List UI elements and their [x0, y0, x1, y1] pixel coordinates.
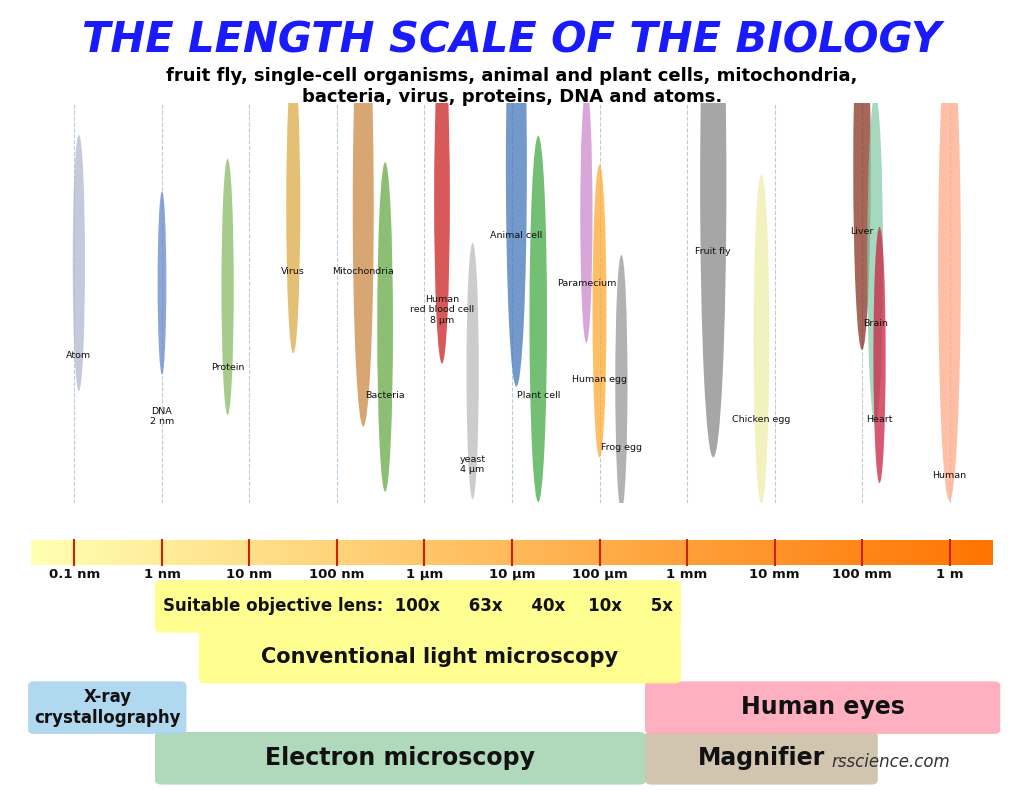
Text: Plant cell: Plant cell: [516, 391, 560, 400]
FancyBboxPatch shape: [28, 681, 186, 734]
Text: Fruit fly: Fruit fly: [695, 247, 731, 256]
Text: 1 nm: 1 nm: [143, 568, 180, 581]
Text: Conventional light microscopy: Conventional light microscopy: [261, 646, 618, 667]
Text: Atom: Atom: [67, 351, 91, 360]
Text: 10 mm: 10 mm: [750, 568, 800, 581]
Text: Virus: Virus: [282, 267, 305, 276]
Text: Bacteria: Bacteria: [366, 391, 404, 400]
Text: Protein: Protein: [211, 363, 245, 372]
Text: Mitochondria: Mitochondria: [333, 267, 394, 276]
FancyBboxPatch shape: [155, 732, 646, 785]
Ellipse shape: [221, 159, 233, 415]
Ellipse shape: [529, 136, 547, 502]
FancyBboxPatch shape: [645, 681, 1000, 734]
Ellipse shape: [287, 60, 300, 354]
Text: 10 μm: 10 μm: [488, 568, 536, 581]
Ellipse shape: [434, 34, 450, 364]
Ellipse shape: [867, 94, 883, 424]
Text: 10 nm: 10 nm: [226, 568, 272, 581]
Text: yeast
4 μm: yeast 4 μm: [460, 455, 485, 475]
Text: Heart: Heart: [866, 415, 893, 424]
Text: Liver: Liver: [850, 227, 873, 236]
Text: Brain: Brain: [862, 319, 888, 328]
Text: 100 nm: 100 nm: [309, 568, 365, 581]
Text: Paramecium: Paramecium: [557, 279, 616, 288]
FancyBboxPatch shape: [155, 580, 681, 633]
Text: 1 μm: 1 μm: [406, 568, 443, 581]
Text: Frog egg: Frog egg: [601, 443, 642, 452]
Text: 1 m: 1 m: [936, 568, 964, 581]
Text: fruit fly, single-cell organisms, animal and plant cells, mitochondria,
bacteria: fruit fly, single-cell organisms, animal…: [166, 67, 858, 106]
Ellipse shape: [581, 87, 593, 343]
Text: rsscience.com: rsscience.com: [831, 753, 950, 771]
Text: THE LENGTH SCALE OF THE BIOLOGY: THE LENGTH SCALE OF THE BIOLOGY: [83, 20, 941, 62]
Ellipse shape: [873, 227, 886, 483]
Text: Human eyes: Human eyes: [740, 695, 904, 719]
Text: Human egg: Human egg: [572, 375, 627, 384]
Text: 1 mm: 1 mm: [667, 568, 708, 581]
Ellipse shape: [377, 162, 393, 492]
Text: X-ray
crystallography: X-ray crystallography: [34, 687, 180, 727]
FancyBboxPatch shape: [199, 630, 681, 683]
Text: 0.1 nm: 0.1 nm: [49, 568, 100, 581]
Text: Magnifier: Magnifier: [697, 746, 825, 770]
Text: DNA
2 nm: DNA 2 nm: [150, 407, 174, 426]
Ellipse shape: [938, 25, 961, 501]
Ellipse shape: [700, 0, 726, 457]
Text: Chicken egg: Chicken egg: [732, 415, 791, 424]
Ellipse shape: [754, 174, 769, 504]
Ellipse shape: [506, 0, 527, 387]
Text: Animal cell: Animal cell: [490, 231, 543, 240]
Ellipse shape: [615, 255, 628, 511]
Text: 100 mm: 100 mm: [833, 568, 892, 581]
FancyBboxPatch shape: [645, 732, 878, 785]
Ellipse shape: [593, 165, 606, 457]
Text: Electron microscopy: Electron microscopy: [265, 746, 536, 770]
Ellipse shape: [352, 0, 374, 426]
Text: 100 μm: 100 μm: [571, 568, 628, 581]
Ellipse shape: [853, 0, 870, 350]
Ellipse shape: [467, 243, 479, 499]
Text: Human: Human: [933, 471, 967, 480]
Ellipse shape: [158, 191, 166, 374]
Ellipse shape: [73, 134, 85, 391]
Text: Human
red blood cell
8 μm: Human red blood cell 8 μm: [410, 295, 474, 325]
Text: Suitable objective lens:  100x     63x     40x    10x     5x: Suitable objective lens: 100x 63x 40x 10…: [163, 597, 673, 615]
